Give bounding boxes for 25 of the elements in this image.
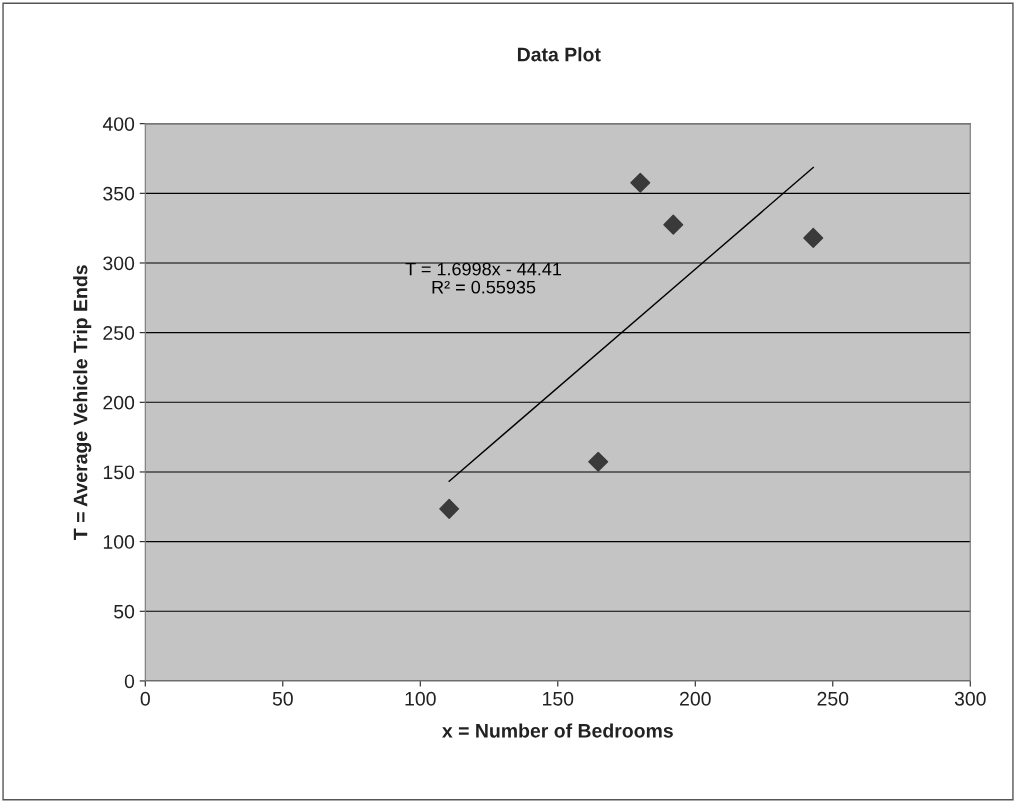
x-tick-label: 300 bbox=[954, 691, 986, 706]
point bbox=[803, 227, 824, 248]
y-tick-label: 250 bbox=[103, 326, 135, 340]
y-tick-label: 350 bbox=[103, 186, 135, 201]
x-tick-label: 0 bbox=[140, 691, 150, 706]
y-tick-label: 300 bbox=[103, 256, 135, 271]
y-tick-label: 400 bbox=[102, 117, 135, 131]
point bbox=[630, 172, 651, 193]
point bbox=[663, 214, 684, 235]
y-tick-label: 0 bbox=[124, 674, 135, 689]
x-tick-label: 200 bbox=[680, 691, 711, 706]
y-axis-title: T = Average Vehicle Trip Ends bbox=[73, 265, 92, 540]
y-tick-label: 50 bbox=[114, 604, 135, 619]
x-tick-label: 150 bbox=[543, 691, 574, 706]
point bbox=[588, 451, 609, 472]
y-tick-label: 200 bbox=[103, 395, 135, 410]
x-axis-title: x = Number of Bedrooms bbox=[442, 723, 673, 738]
x-tick-label: 250 bbox=[817, 691, 849, 706]
x-tick-label: 50 bbox=[272, 691, 293, 706]
y-tick-label: 100 bbox=[103, 535, 135, 549]
annotation: T = 1.6998x - 44.41 R² = 0.55935 bbox=[405, 262, 562, 294]
point bbox=[439, 498, 460, 519]
y-tick-label: 150 bbox=[103, 465, 135, 480]
chart-title: Data Plot bbox=[517, 47, 601, 62]
x-tick-label: 100 bbox=[405, 691, 436, 706]
